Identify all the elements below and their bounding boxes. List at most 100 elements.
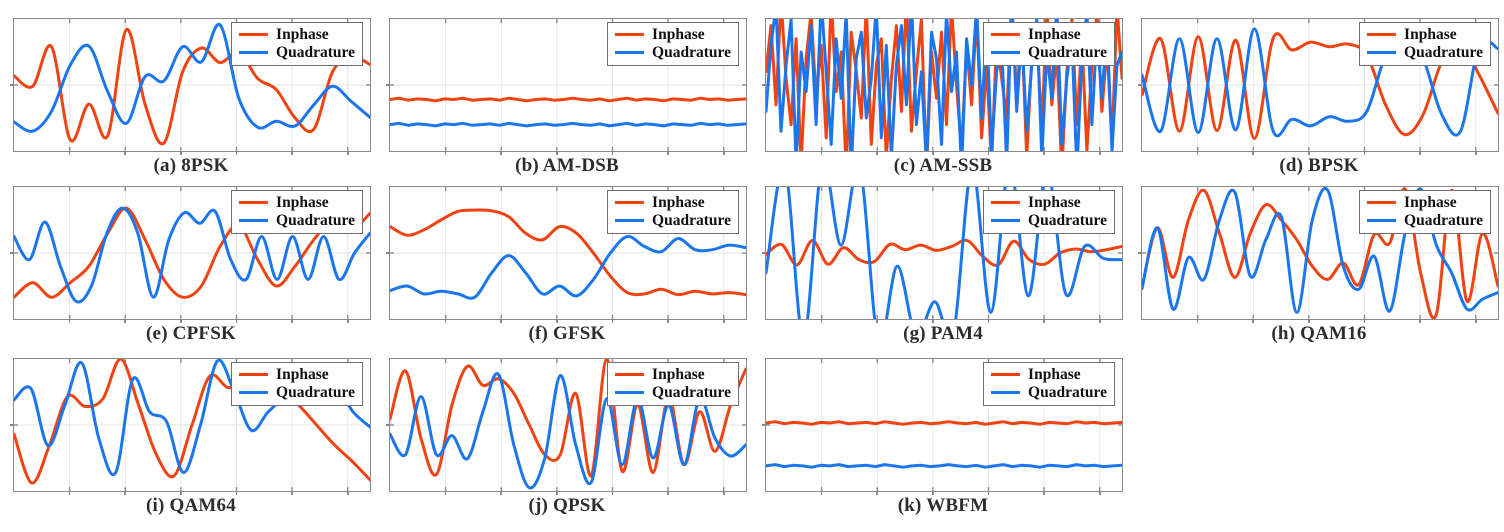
plot-box: Inphase Quadrature <box>762 186 1123 323</box>
legend-item-inphase: Inphase <box>239 26 355 43</box>
x-axis-tick <box>1043 319 1045 323</box>
x-axis-tick <box>667 491 669 495</box>
plot-box: Inphase Quadrature <box>762 18 1123 155</box>
x-axis-tick <box>667 319 669 323</box>
subplot-caption: (k) WBFM <box>897 495 989 516</box>
x-axis-tick <box>722 491 725 495</box>
x-axis-tick <box>611 491 614 495</box>
plot-box: Inphase Quadrature <box>10 186 371 323</box>
x-axis-tick <box>444 491 447 495</box>
plot-box: Inphase Quadrature <box>386 358 747 495</box>
x-axis-tick <box>556 151 558 155</box>
subplot-cell-cpfsk: Inphase Quadrature (e) CPFSK <box>0 177 376 354</box>
subplot-caption: (f) GFSK <box>528 323 606 344</box>
x-axis-tick <box>667 151 669 155</box>
legend-item-inphase: Inphase <box>239 194 355 211</box>
subplot-caption: (b) AM-DSB <box>515 155 619 176</box>
x-axis-tick <box>1098 151 1101 155</box>
x-axis-tick <box>180 319 182 323</box>
legend: Inphase Quadrature <box>231 22 363 66</box>
x-axis-tick <box>876 151 879 155</box>
plot-box: Inphase Quadrature <box>386 186 747 323</box>
inphase-line-sample <box>991 200 1021 205</box>
x-axis-tick <box>556 319 558 323</box>
x-axis-tick <box>68 491 71 495</box>
inphase-line-sample <box>239 200 269 205</box>
x-axis-tick <box>180 151 182 155</box>
subplot-caption: (c) AM-SSB <box>893 155 993 176</box>
x-axis-tick <box>500 151 503 155</box>
inphase-legend-label: Inphase <box>1028 194 1081 211</box>
x-axis-tick <box>987 151 990 155</box>
inphase-line-sample <box>615 32 645 37</box>
x-axis-tick <box>1043 491 1045 495</box>
legend-item-quadrature: Quadrature <box>239 44 355 61</box>
inphase-legend-label: Inphase <box>1404 26 1457 43</box>
quadrature-legend-label: Quadrature <box>652 44 731 61</box>
x-axis-tick <box>68 151 71 155</box>
y-axis-tick <box>762 424 766 426</box>
subplot-cell-qpsk: Inphase Quadrature (j) QPSK <box>376 354 752 532</box>
x-axis-tick <box>556 491 558 495</box>
legend: Inphase Quadrature <box>983 190 1115 234</box>
x-axis-tick <box>500 319 503 323</box>
x-axis-tick <box>124 151 127 155</box>
x-axis-tick <box>1098 319 1101 323</box>
x-axis-tick <box>820 491 823 495</box>
legend: Inphase Quadrature <box>607 190 739 234</box>
inphase-legend-label: Inphase <box>1028 26 1081 43</box>
inphase-line-sample <box>991 372 1021 377</box>
x-axis-tick <box>820 151 823 155</box>
x-axis-tick <box>1419 151 1421 155</box>
x-axis-tick <box>444 319 447 323</box>
legend-item-inphase: Inphase <box>991 26 1107 43</box>
x-axis-tick <box>124 491 127 495</box>
x-axis-tick <box>932 491 934 495</box>
x-axis-tick <box>500 491 503 495</box>
x-axis-tick <box>722 151 725 155</box>
subplot-caption: (g) PAM4 <box>903 323 983 344</box>
legend: Inphase Quadrature <box>1359 190 1491 234</box>
subplot-caption: (j) QPSK <box>528 495 606 516</box>
x-axis-tick <box>1196 151 1199 155</box>
x-axis-tick <box>1098 491 1101 495</box>
x-axis-tick <box>235 151 238 155</box>
x-axis-tick <box>68 319 71 323</box>
legend-item-quadrature: Quadrature <box>615 384 731 401</box>
x-axis-tick <box>932 151 934 155</box>
quadrature-legend-label: Quadrature <box>652 384 731 401</box>
inphase-legend-label: Inphase <box>652 366 705 383</box>
subplot-cell-am-dsb: Inphase Quadrature (b) AM-DSB <box>376 0 752 177</box>
legend-item-quadrature: Quadrature <box>615 212 731 229</box>
legend: Inphase Quadrature <box>983 22 1115 66</box>
legend: Inphase Quadrature <box>231 190 363 234</box>
quadrature-line-sample <box>615 218 645 223</box>
subplot-cell-wbfm: Inphase Quadrature (k) WBFM <box>752 354 1128 532</box>
x-axis-tick <box>291 319 293 323</box>
plot-box: Inphase Quadrature <box>1138 186 1499 323</box>
x-axis-tick <box>876 319 879 323</box>
x-axis-tick <box>444 151 447 155</box>
quadrature-line-sample <box>615 50 645 55</box>
x-axis-tick <box>722 319 725 323</box>
subplot-cell-qam16: Inphase Quadrature (h) QAM16 <box>1128 177 1504 354</box>
legend-item-inphase: Inphase <box>239 366 355 383</box>
legend: Inphase Quadrature <box>1359 22 1491 66</box>
inphase-legend-label: Inphase <box>652 194 705 211</box>
x-axis-tick <box>235 319 238 323</box>
quadrature-legend-label: Quadrature <box>276 44 355 61</box>
inphase-line-sample <box>239 372 269 377</box>
plot-box: Inphase Quadrature <box>762 358 1123 495</box>
legend-item-inphase: Inphase <box>991 194 1107 211</box>
x-axis-tick <box>346 319 349 323</box>
legend-item-inphase: Inphase <box>991 366 1107 383</box>
subplot-cell-pam4: Inphase Quadrature (g) PAM4 <box>752 177 1128 354</box>
x-axis-tick <box>1252 151 1255 155</box>
legend-item-inphase: Inphase <box>615 194 731 211</box>
x-axis-tick <box>1474 151 1477 155</box>
subplot-caption: (d) BPSK <box>1279 155 1359 176</box>
y-axis-tick <box>762 252 766 254</box>
legend: Inphase Quadrature <box>983 362 1115 406</box>
legend-item-inphase: Inphase <box>1367 194 1483 211</box>
